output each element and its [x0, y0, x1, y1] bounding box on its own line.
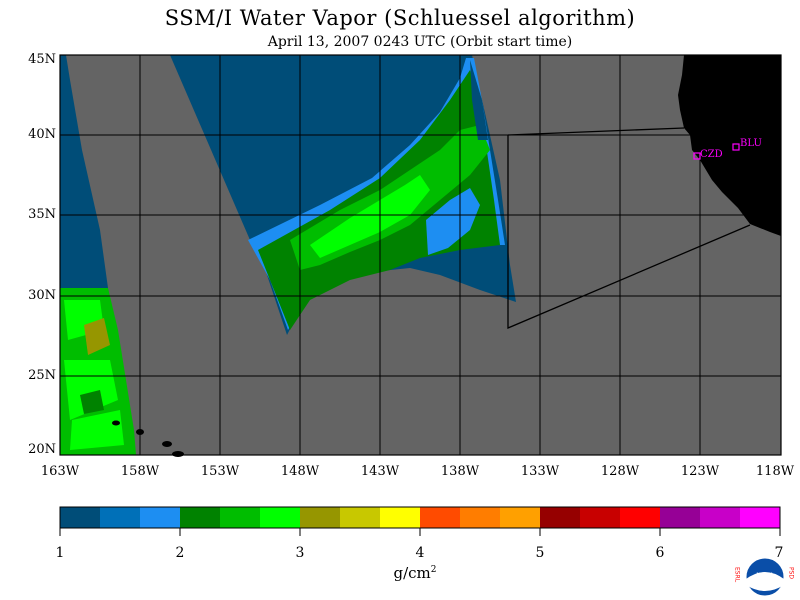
lat-label-25n: 25N	[28, 368, 56, 383]
legend-tick-1: 1	[55, 545, 65, 561]
legend-units: g/cm2	[393, 564, 437, 582]
legend-color-swatch	[180, 507, 221, 528]
lon-label-123w: 123W	[680, 464, 720, 479]
lon-label-158w: 158W	[120, 464, 160, 479]
logo-center-text: NOAA	[756, 572, 774, 579]
map-subtitle: April 13, 2007 0243 UTC (Orbit start tim…	[267, 34, 573, 50]
lat-label-35n: 35N	[28, 207, 56, 222]
station-blu-label: BLU	[740, 138, 762, 149]
legend-color-swatch	[100, 507, 141, 528]
logo-right-text: PSD	[788, 567, 795, 579]
legend-color-swatch	[500, 507, 541, 528]
legend-color-swatch	[60, 507, 101, 528]
legend-color-swatch	[260, 507, 301, 528]
legend-tick-4: 4	[415, 545, 425, 561]
left-swath	[60, 55, 136, 455]
noaa-logo: NOAA ESRL PSD	[734, 557, 795, 597]
lat-label-30n: 30N	[28, 288, 56, 303]
lon-label-163w: 163W	[40, 464, 80, 479]
legend-color-swatch	[540, 507, 581, 528]
lon-label-153w: 153W	[200, 464, 240, 479]
lon-label-128w: 128W	[600, 464, 640, 479]
legend-tick-5: 5	[535, 545, 545, 561]
lon-label-118w: 118W	[755, 464, 795, 479]
lon-label-133w: 133W	[520, 464, 560, 479]
map-title: SSM/I Water Vapor (Schluessel algorithm)	[164, 6, 636, 30]
plot-frame	[59, 54, 782, 456]
domain-outline	[507, 127, 751, 329]
station-blu[interactable]: BLU	[732, 138, 762, 151]
legend-tick-6: 6	[655, 545, 665, 561]
legend-color-swatch	[460, 507, 501, 528]
legend-color-swatch	[140, 507, 181, 528]
legend-color-swatch	[380, 507, 421, 528]
legend-color-swatch	[220, 507, 261, 528]
lat-label-40n: 40N	[28, 127, 56, 142]
legend-color-swatch	[700, 507, 741, 528]
lon-label-138w: 138W	[440, 464, 480, 479]
lat-label-20n: 20N	[28, 442, 56, 457]
legend-color-swatch	[620, 507, 661, 528]
logo-left-text: ESRL	[734, 567, 741, 583]
legend-tick-2: 2	[175, 545, 185, 561]
lon-label-143w: 143W	[360, 464, 400, 479]
station-czd-label: CZD	[700, 149, 723, 160]
legend-tick-7: 7	[774, 545, 784, 561]
legend-color-swatch	[660, 507, 701, 528]
land-california	[678, 55, 781, 236]
legend-color-swatch	[420, 507, 461, 528]
station-czd[interactable]: CZD	[693, 149, 723, 160]
legend-color-swatch	[580, 507, 621, 528]
legend-color-swatch	[340, 507, 381, 528]
legend-tick-3: 3	[295, 545, 305, 561]
lon-label-148w: 148W	[280, 464, 320, 479]
color-legend-bar	[60, 507, 781, 528]
lat-label-45n: 45N	[28, 52, 56, 67]
legend-tick-marks	[59, 528, 781, 536]
legend-color-swatch	[300, 507, 341, 528]
legend-color-swatch	[740, 507, 781, 528]
